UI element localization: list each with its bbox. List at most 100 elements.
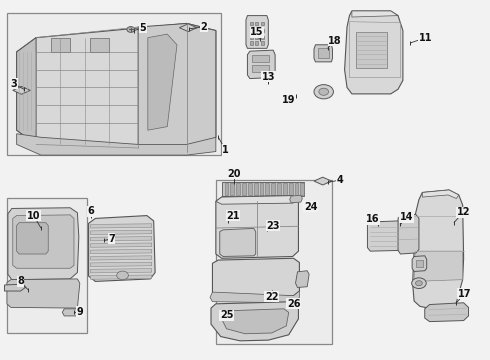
Polygon shape [246, 15, 269, 48]
Polygon shape [13, 86, 30, 94]
Bar [250, 22, 253, 25]
Polygon shape [13, 215, 74, 268]
Bar [252, 66, 270, 72]
Bar [277, 183, 281, 195]
Text: 8: 8 [17, 276, 24, 287]
Bar [248, 183, 252, 195]
Text: 4: 4 [336, 175, 343, 185]
Bar [260, 183, 264, 195]
Bar [255, 36, 258, 40]
Text: 10: 10 [27, 211, 40, 221]
Text: 24: 24 [304, 202, 318, 212]
Text: 11: 11 [419, 33, 433, 43]
Polygon shape [89, 216, 155, 282]
Polygon shape [368, 221, 400, 251]
Text: 7: 7 [108, 234, 115, 244]
Bar [242, 183, 246, 195]
Text: 25: 25 [220, 310, 233, 320]
Polygon shape [220, 309, 289, 334]
Bar [261, 36, 264, 40]
Polygon shape [138, 23, 216, 152]
Bar [250, 41, 253, 45]
Polygon shape [216, 195, 298, 258]
Bar [255, 29, 258, 32]
Polygon shape [17, 23, 216, 152]
Polygon shape [314, 45, 332, 62]
Polygon shape [8, 208, 79, 280]
Circle shape [319, 88, 329, 95]
Polygon shape [17, 38, 36, 144]
Polygon shape [344, 11, 403, 94]
Text: 15: 15 [250, 27, 264, 37]
Text: 16: 16 [366, 214, 380, 224]
Bar [221, 182, 304, 196]
Bar [356, 32, 388, 68]
Polygon shape [398, 215, 419, 254]
Bar [7, 13, 220, 155]
Circle shape [127, 27, 135, 32]
Text: 3: 3 [11, 79, 18, 89]
Polygon shape [211, 302, 298, 341]
Bar [294, 183, 298, 195]
Bar [254, 183, 258, 195]
Bar [289, 183, 293, 195]
Bar [216, 180, 332, 344]
Circle shape [412, 278, 426, 288]
Text: 6: 6 [87, 206, 94, 216]
Text: 26: 26 [287, 299, 300, 309]
Bar [261, 22, 264, 25]
Polygon shape [216, 195, 298, 204]
Polygon shape [425, 303, 468, 321]
Bar [230, 183, 234, 195]
Text: 9: 9 [76, 307, 83, 317]
Text: 22: 22 [265, 292, 278, 302]
Bar [255, 22, 258, 25]
Bar [416, 260, 423, 267]
Polygon shape [91, 275, 152, 279]
Polygon shape [17, 223, 48, 254]
Text: 5: 5 [140, 23, 147, 33]
Bar [283, 183, 287, 195]
Polygon shape [7, 279, 80, 308]
Bar [7, 198, 87, 333]
Polygon shape [213, 258, 299, 297]
Text: 12: 12 [457, 207, 470, 217]
Polygon shape [91, 243, 152, 247]
Text: 19: 19 [282, 95, 295, 105]
Polygon shape [91, 269, 152, 273]
Circle shape [314, 85, 333, 99]
Circle shape [117, 271, 128, 280]
Text: 13: 13 [262, 72, 275, 82]
Polygon shape [412, 256, 427, 271]
Bar [266, 183, 270, 195]
Text: 2: 2 [200, 22, 207, 32]
Polygon shape [179, 24, 197, 32]
Polygon shape [91, 249, 152, 254]
Text: 17: 17 [458, 289, 471, 299]
Bar [250, 36, 253, 40]
Bar [236, 183, 240, 195]
Text: 18: 18 [328, 36, 342, 45]
Text: 20: 20 [227, 168, 241, 179]
Polygon shape [62, 309, 81, 316]
Bar [261, 41, 264, 45]
Polygon shape [50, 38, 70, 52]
Bar [271, 183, 275, 195]
Bar [224, 183, 228, 195]
Polygon shape [17, 134, 216, 155]
Circle shape [416, 281, 422, 286]
Bar [261, 29, 264, 32]
Polygon shape [314, 177, 331, 185]
Polygon shape [91, 262, 152, 266]
Text: 14: 14 [399, 212, 413, 222]
Polygon shape [91, 256, 152, 260]
Polygon shape [90, 38, 109, 52]
Text: 23: 23 [267, 221, 280, 230]
Polygon shape [295, 271, 309, 288]
Polygon shape [247, 50, 275, 78]
Bar [255, 41, 258, 45]
Polygon shape [91, 230, 152, 234]
Polygon shape [413, 190, 464, 309]
Text: 21: 21 [226, 211, 240, 221]
Bar [250, 29, 253, 32]
